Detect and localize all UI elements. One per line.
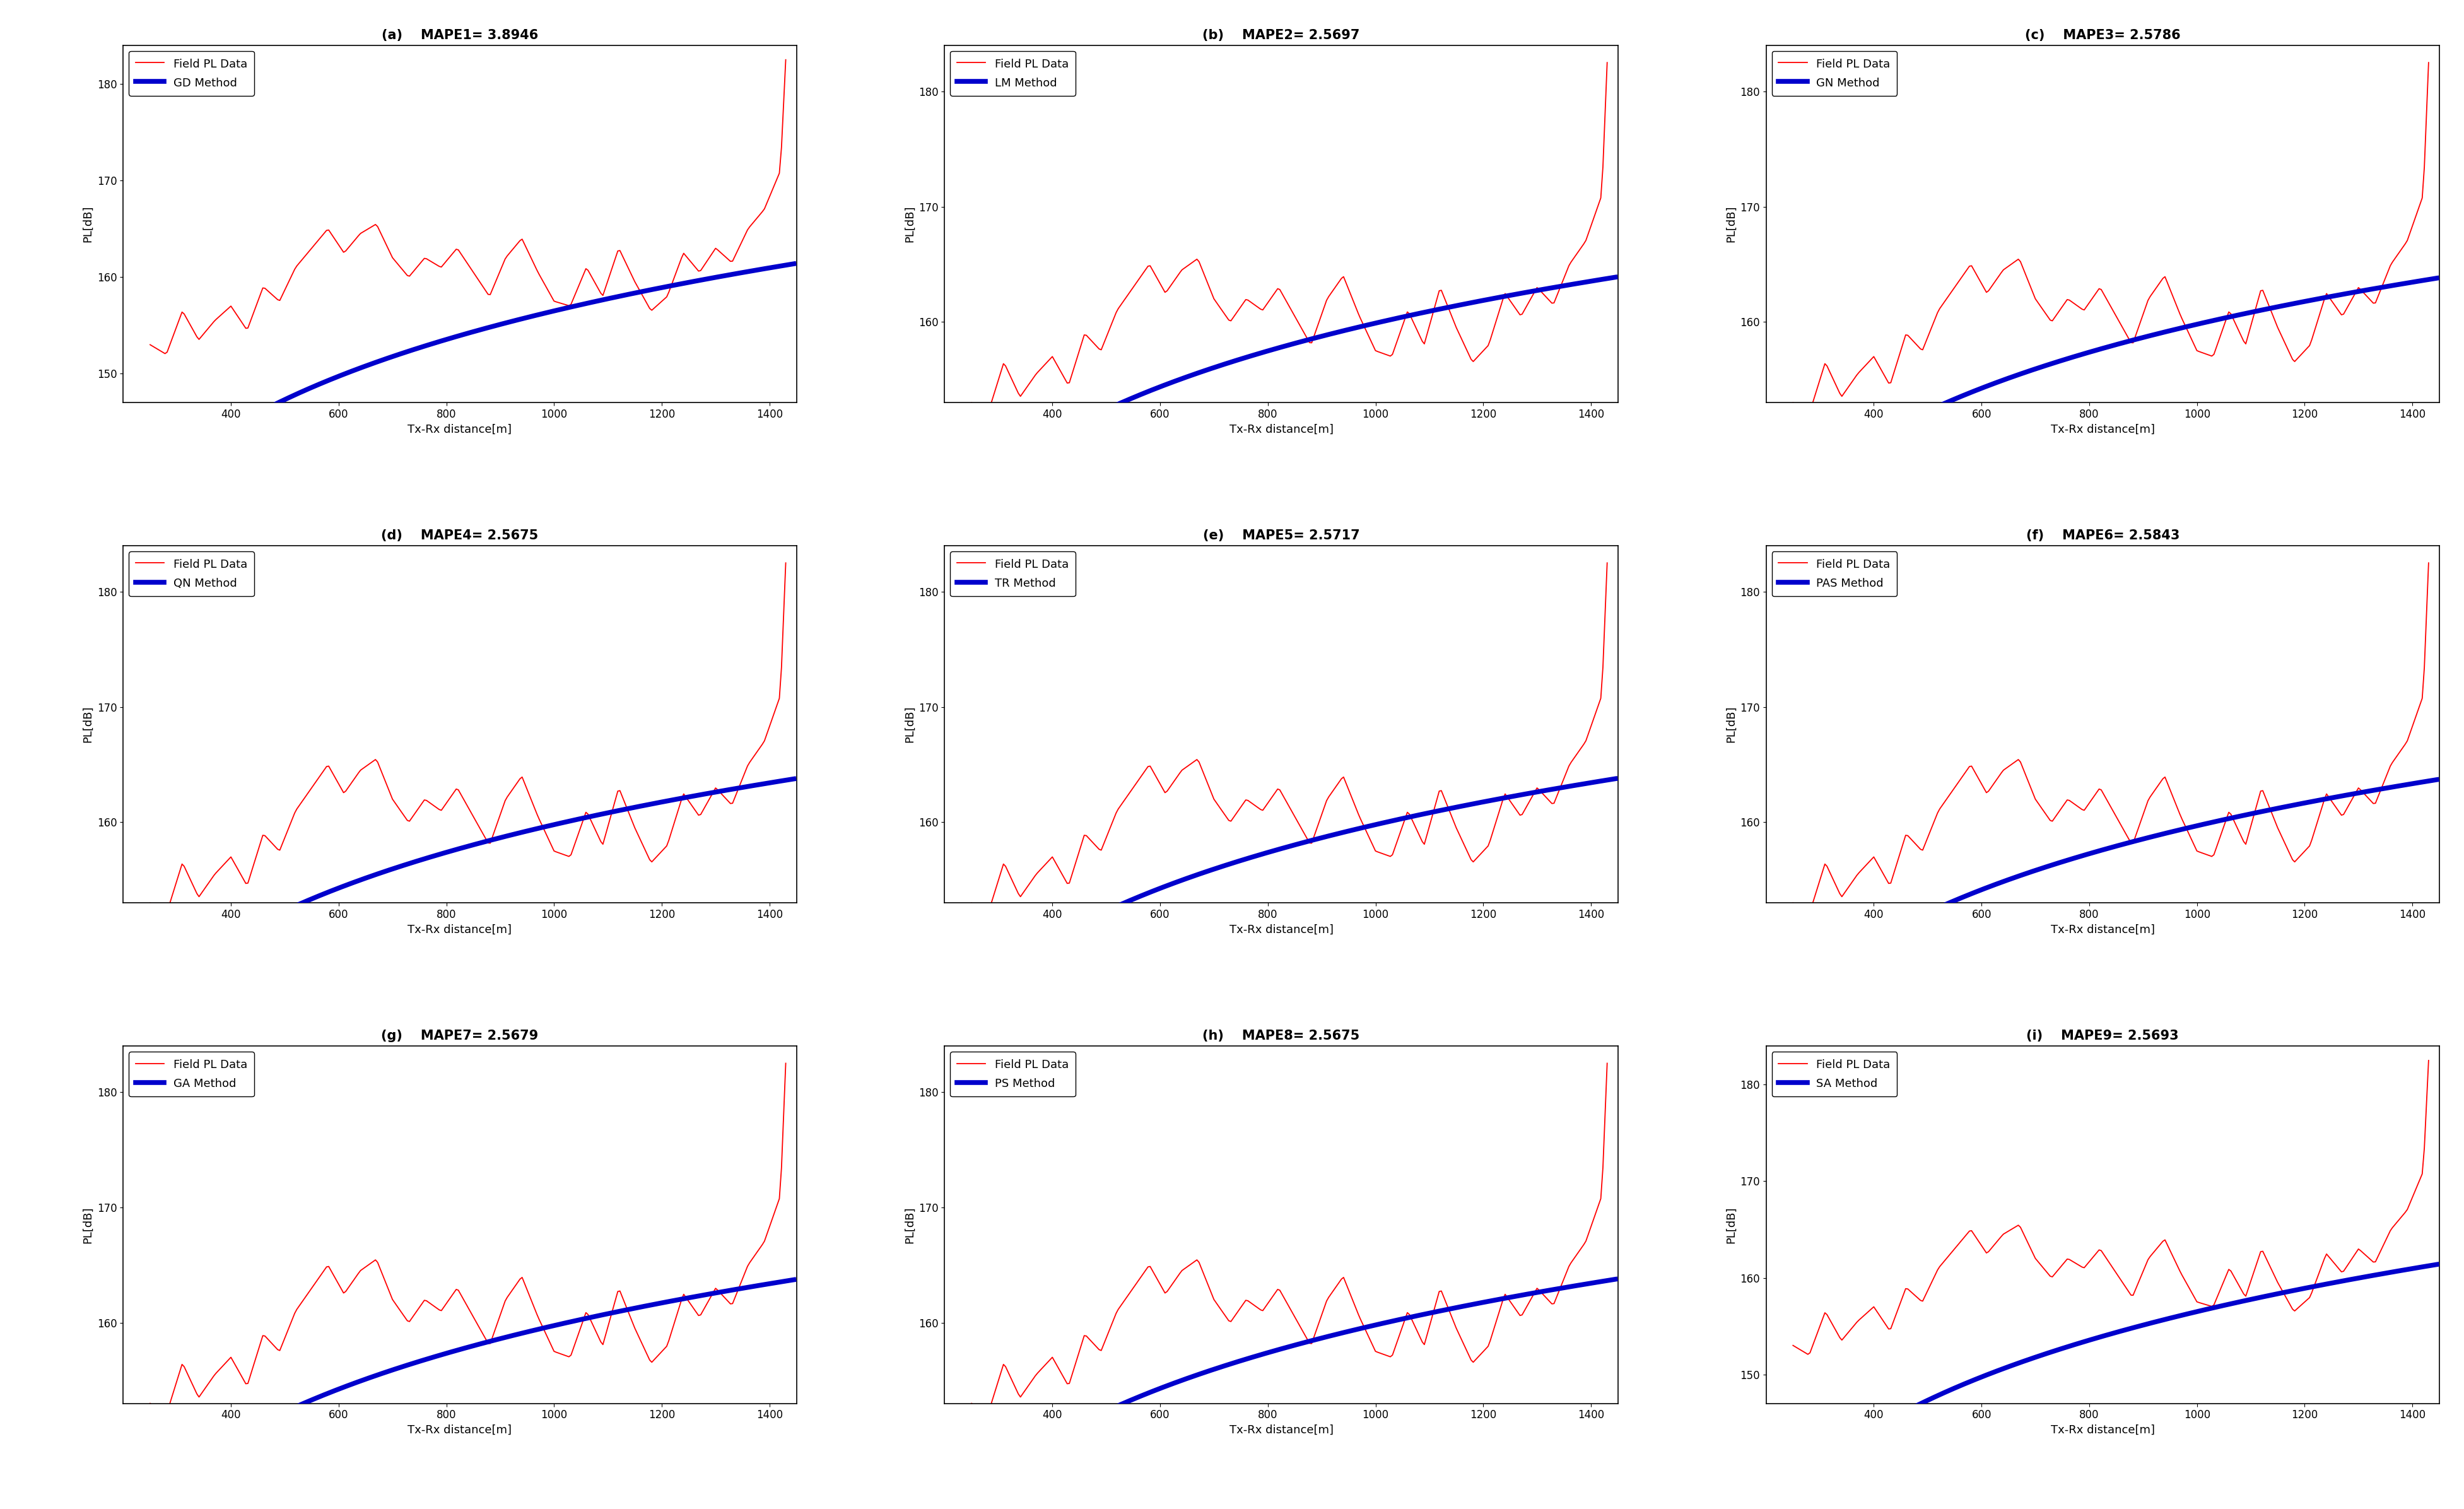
Y-axis label: PL[dB]: PL[dB]: [904, 706, 914, 742]
Legend: Field PL Data, GD Method: Field PL Data, GD Method: [128, 51, 254, 97]
Legend: Field PL Data, GN Method: Field PL Data, GN Method: [1772, 51, 1897, 97]
Y-axis label: PL[dB]: PL[dB]: [81, 1206, 94, 1243]
Legend: Field PL Data, PS Method: Field PL Data, PS Method: [951, 1052, 1077, 1097]
Title: (c)    MAPE3= 2.5786: (c) MAPE3= 2.5786: [2025, 29, 2181, 42]
Y-axis label: PL[dB]: PL[dB]: [81, 706, 94, 742]
X-axis label: Tx-Rx distance[m]: Tx-Rx distance[m]: [2050, 424, 2154, 435]
Legend: Field PL Data, QN Method: Field PL Data, QN Method: [128, 551, 254, 596]
Y-axis label: PL[dB]: PL[dB]: [1725, 205, 1737, 243]
X-axis label: Tx-Rx distance[m]: Tx-Rx distance[m]: [409, 924, 513, 936]
Y-axis label: PL[dB]: PL[dB]: [1725, 1206, 1737, 1243]
Legend: Field PL Data, TR Method: Field PL Data, TR Method: [951, 551, 1077, 596]
X-axis label: Tx-Rx distance[m]: Tx-Rx distance[m]: [2050, 924, 2154, 936]
Title: (g)    MAPE7= 2.5679: (g) MAPE7= 2.5679: [382, 1029, 540, 1043]
X-axis label: Tx-Rx distance[m]: Tx-Rx distance[m]: [1230, 924, 1333, 936]
Legend: Field PL Data, LM Method: Field PL Data, LM Method: [951, 51, 1077, 97]
Y-axis label: PL[dB]: PL[dB]: [904, 205, 914, 243]
Legend: Field PL Data, PAS Method: Field PL Data, PAS Method: [1772, 551, 1897, 596]
Title: (h)    MAPE8= 2.5675: (h) MAPE8= 2.5675: [1202, 1029, 1360, 1043]
Y-axis label: PL[dB]: PL[dB]: [1725, 706, 1737, 742]
Title: (i)    MAPE9= 2.5693: (i) MAPE9= 2.5693: [2025, 1029, 2178, 1043]
Y-axis label: PL[dB]: PL[dB]: [81, 205, 94, 243]
Title: (d)    MAPE4= 2.5675: (d) MAPE4= 2.5675: [382, 530, 540, 542]
X-axis label: Tx-Rx distance[m]: Tx-Rx distance[m]: [1230, 424, 1333, 435]
Title: (e)    MAPE5= 2.5717: (e) MAPE5= 2.5717: [1202, 530, 1360, 542]
Legend: Field PL Data, GA Method: Field PL Data, GA Method: [128, 1052, 254, 1097]
Title: (f)    MAPE6= 2.5843: (f) MAPE6= 2.5843: [2025, 530, 2181, 542]
Y-axis label: PL[dB]: PL[dB]: [904, 1206, 914, 1243]
X-axis label: Tx-Rx distance[m]: Tx-Rx distance[m]: [2050, 1424, 2154, 1435]
X-axis label: Tx-Rx distance[m]: Tx-Rx distance[m]: [1230, 1424, 1333, 1435]
X-axis label: Tx-Rx distance[m]: Tx-Rx distance[m]: [409, 424, 513, 435]
Title: (b)    MAPE2= 2.5697: (b) MAPE2= 2.5697: [1202, 29, 1360, 42]
X-axis label: Tx-Rx distance[m]: Tx-Rx distance[m]: [409, 1424, 513, 1435]
Legend: Field PL Data, SA Method: Field PL Data, SA Method: [1772, 1052, 1897, 1097]
Title: (a)    MAPE1= 3.8946: (a) MAPE1= 3.8946: [382, 29, 537, 42]
